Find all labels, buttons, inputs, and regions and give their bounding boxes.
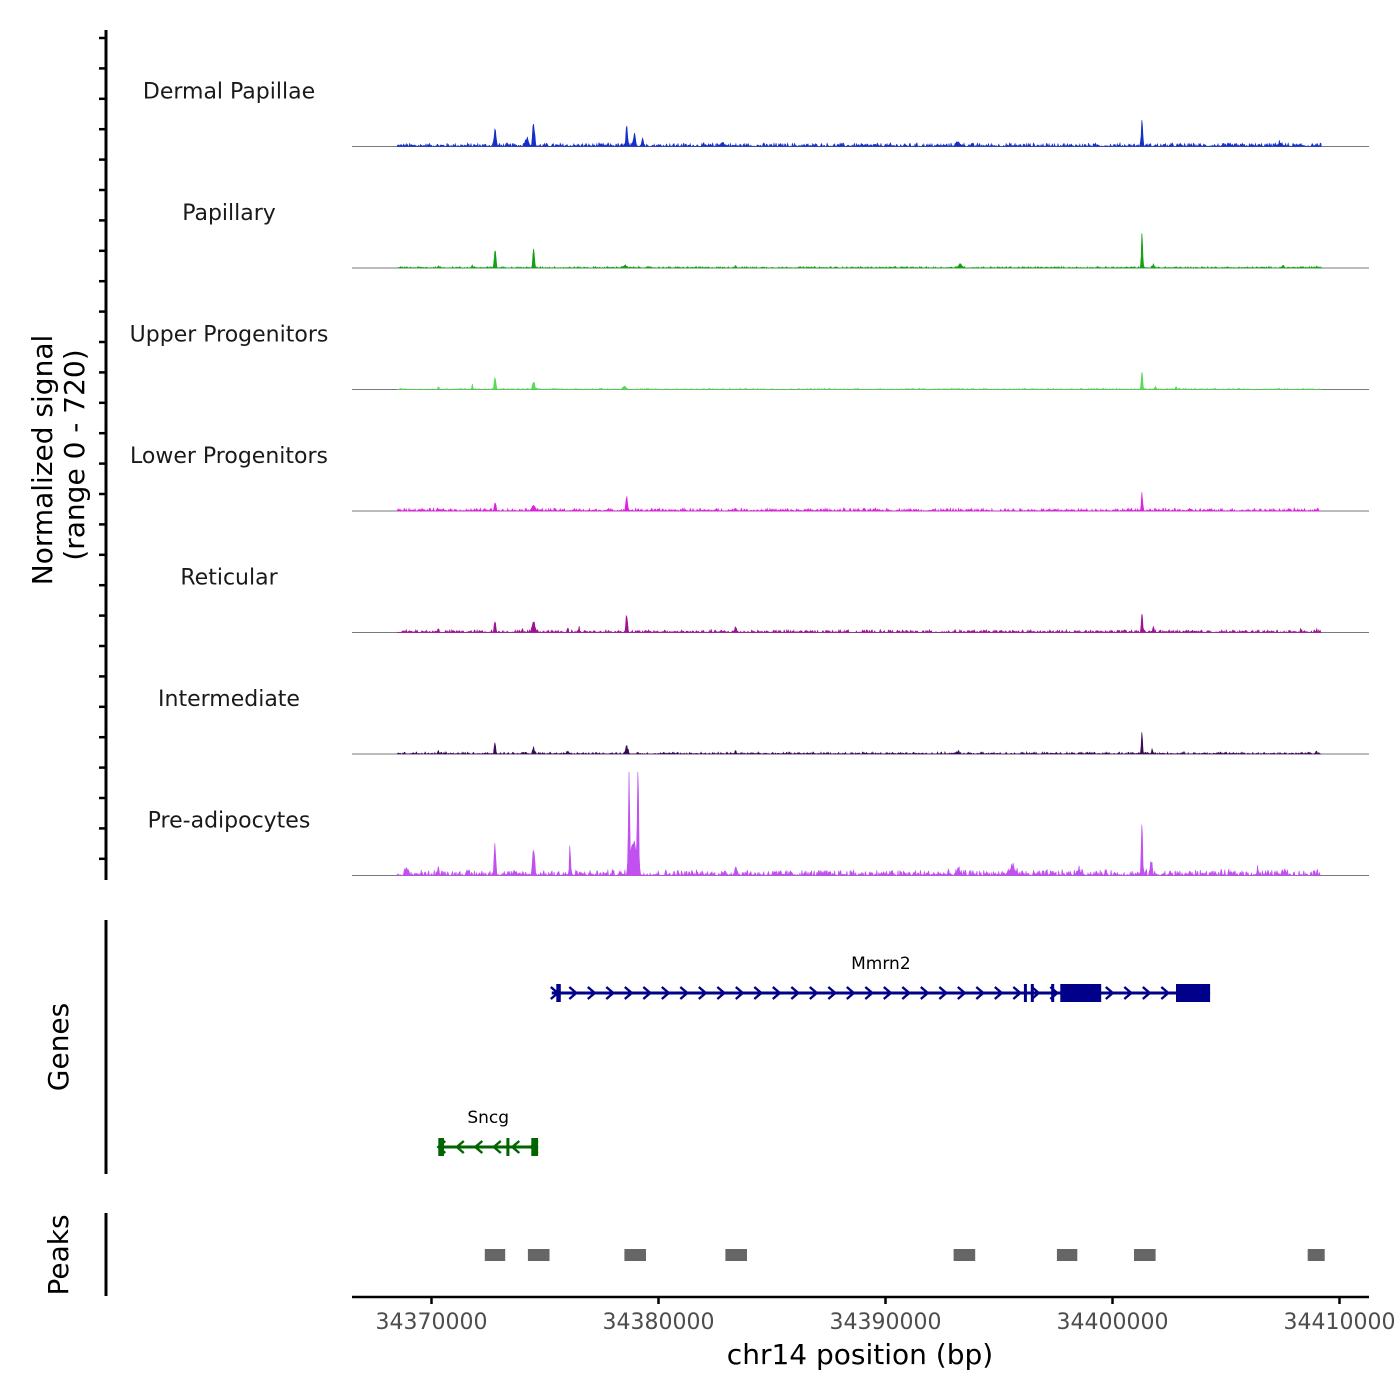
x-axis-ticks: 34370000 34380000 34390000 34400000 34410000 [376, 1297, 1396, 1335]
strand-chevron [510, 1140, 521, 1154]
track-reticular: Reticular [180, 566, 1369, 634]
strand-chevron [772, 986, 782, 1000]
track-label: Dermal Papillae [143, 80, 315, 105]
signal-area [397, 614, 1322, 634]
strand-chevron [938, 986, 949, 1000]
x-tick-label: 34370000 [376, 1310, 488, 1335]
x-tick-label: 34390000 [830, 1310, 942, 1335]
gene-label: Sncg [467, 1108, 509, 1128]
signal-y-axis-ticks [99, 36, 106, 861]
strand-chevron [1012, 986, 1023, 1000]
strand-chevron [846, 986, 856, 1000]
strand-chevron [698, 986, 708, 1000]
signal-area [397, 233, 1322, 269]
track-upper-progenitors: Upper Progenitors [130, 323, 1369, 391]
gene-exon [1023, 984, 1027, 1002]
strand-chevron [624, 986, 634, 1000]
strand-chevron [809, 986, 819, 1000]
strand-chevron [454, 1140, 465, 1154]
strand-chevron [827, 986, 838, 1000]
x-tick-label: 34410000 [1284, 1310, 1396, 1335]
gene-mmrn2: Mmrn2 [550, 954, 1211, 1002]
gene-exon [1176, 984, 1211, 1002]
signal-area [397, 120, 1322, 148]
track-papillary: Papillary [182, 201, 1369, 269]
gene-exon [1030, 984, 1034, 1002]
signal-area [397, 372, 1323, 391]
track-label: Lower Progenitors [130, 444, 328, 469]
peak-region [1307, 1249, 1325, 1261]
x-tick-label: 34400000 [1057, 1310, 1169, 1335]
track-label: Papillary [182, 201, 276, 226]
strand-chevron [587, 986, 597, 1000]
peak-region [725, 1249, 747, 1261]
peak-region [953, 1249, 976, 1261]
x-tick-label: 34380000 [603, 1310, 715, 1335]
track-lower-progenitors: Lower Progenitors [130, 444, 1369, 513]
signal-area [397, 492, 1322, 513]
track-label: Upper Progenitors [130, 323, 329, 348]
strand-chevron [735, 986, 745, 1000]
gene-exon [438, 1138, 444, 1156]
track-pre-adipocytes: Pre-adipocytes [148, 771, 1369, 877]
strand-chevron [642, 986, 653, 1000]
peak-track [484, 1249, 1325, 1261]
x-axis-title: chr14 position (bp) [727, 1338, 993, 1371]
strand-chevron [1031, 986, 1041, 1000]
strand-chevron [883, 986, 893, 1000]
track-label: Reticular [180, 566, 278, 591]
strand-chevron [1142, 986, 1152, 1000]
peak-region [527, 1249, 550, 1261]
gene-exon [1051, 984, 1055, 1002]
strand-chevron [753, 986, 764, 1000]
strand-chevron [568, 986, 579, 1000]
gene-exon [556, 984, 561, 1002]
gene-label: Mmrn2 [851, 954, 911, 974]
track-label: Pre-adipocytes [148, 809, 311, 834]
strand-chevron [1105, 986, 1115, 1000]
strand-chevron [901, 986, 912, 1000]
strand-chevron [716, 986, 727, 1000]
strand-chevron [1123, 986, 1134, 1000]
strand-chevron [1160, 986, 1171, 1000]
signal-axis-title: Normalized signal [26, 335, 59, 586]
strand-chevron [994, 986, 1004, 1000]
strand-chevron [864, 986, 875, 1000]
strand-chevron [790, 986, 801, 1000]
strand-chevron [975, 986, 986, 1000]
strand-chevron [661, 986, 671, 1000]
strand-chevron [920, 986, 930, 1000]
strand-chevron [605, 986, 616, 1000]
track-label: Intermediate [158, 687, 300, 712]
signal-axis-subtitle: (range 0 - 720) [58, 349, 91, 560]
coverage-tracks: Dermal Papillae Papillary Upper Progenitor… [130, 80, 1369, 877]
signal-area [397, 732, 1322, 755]
gene-exon [531, 1138, 539, 1156]
peak-region [624, 1249, 646, 1261]
gene-exon [506, 1138, 510, 1156]
peak-region [1056, 1249, 1078, 1261]
gene-track: Mmrn2 Sncg [436, 954, 1211, 1156]
strand-chevron [679, 986, 690, 1000]
peak-region [1134, 1249, 1156, 1261]
signal-area [397, 771, 1322, 877]
peak-region [484, 1249, 506, 1261]
genes-axis-title: Genes [42, 1003, 75, 1091]
track-intermediate: Intermediate [158, 687, 1369, 755]
gene-exon [1060, 984, 1102, 1002]
strand-chevron [957, 986, 967, 1000]
track-dermal-papillae: Dermal Papillae [143, 80, 1369, 148]
strand-chevron [473, 1140, 484, 1154]
peaks-axis-title: Peaks [42, 1214, 75, 1295]
strand-chevron [491, 1140, 502, 1154]
gene-sncg: Sncg [436, 1108, 539, 1156]
